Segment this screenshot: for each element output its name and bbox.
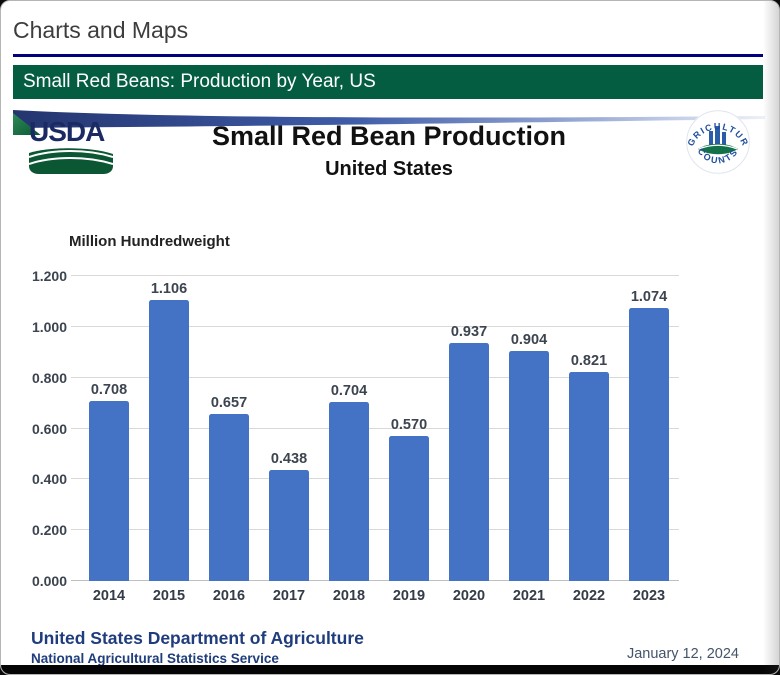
plot-area: 0.708 1.106 0.657 0.438 0.704 0.570 0.937 0.904… <box>71 275 679 581</box>
y-tick-label: 0.000 <box>31 573 67 589</box>
footer-date: January 12, 2024 <box>626 646 739 662</box>
gridline <box>71 376 679 378</box>
y-tick-label: 0.600 <box>31 420 67 437</box>
banner-swoosh-graphic <box>13 110 765 135</box>
x-axis-labels: 2014 2015 2016 2017 2018 2019 2020 2021 2022 2023 <box>79 588 679 604</box>
bar-slot: 0.904 <box>499 276 559 581</box>
bottom-black-strip <box>1 665 779 674</box>
usda-logo-text: USDA <box>29 116 105 147</box>
x-tick-label: 2015 <box>152 588 186 604</box>
gridline <box>71 478 679 480</box>
bar-value-label: 1.106 <box>150 280 188 297</box>
usda-logo: USDA <box>29 116 119 174</box>
agriculture-counts-logo: AGRICULTURE COUNTS <box>685 109 750 174</box>
page-title: Charts and Maps <box>13 17 189 43</box>
y-axis-title: Million Hundredweight <box>69 233 230 250</box>
footer: United States Department of Agriculture … <box>31 628 739 666</box>
x-tick-label: 2021 <box>512 588 546 604</box>
footer-agency: National Agricultural Statistics Service <box>31 651 279 666</box>
x-tick-label: 2017 <box>272 588 306 604</box>
bar-value-label: 0.657 <box>210 395 248 412</box>
bar-slot: 0.821 <box>559 276 619 581</box>
bar-2023 <box>629 308 669 581</box>
chart-subtitle: United States <box>325 158 453 180</box>
bar-value-label: 0.704 <box>330 383 368 400</box>
bar-slot: 0.708 <box>79 276 139 581</box>
title-block: Small Red Bean Production United States <box>13 121 765 181</box>
gridline <box>71 529 679 531</box>
bar-slot: 0.438 <box>259 276 319 581</box>
bar-2018 <box>329 402 369 581</box>
y-tick-label: 0.200 <box>31 522 67 539</box>
gridline <box>71 427 679 429</box>
y-axis-ticks: 0.000 0.200 0.400 0.600 0.800 1.000 1.200 <box>23 268 79 589</box>
chart-topic-banner: Small Red Beans: Production by Year, US <box>13 65 763 99</box>
x-tick-label: 2018 <box>332 588 366 604</box>
bar-value-label: 0.904 <box>510 332 548 349</box>
x-tick-label: 2020 <box>452 588 486 604</box>
bar-value-label: 0.821 <box>570 353 608 370</box>
bar-2022 <box>569 372 609 581</box>
bar-slot: 0.704 <box>319 276 379 581</box>
footer-org-block: United States Department of Agriculture … <box>31 628 364 666</box>
bar-2016 <box>209 414 249 581</box>
footer-department: United States Department of Agriculture <box>31 628 364 648</box>
gridline <box>71 325 679 327</box>
masthead: Charts and Maps Small Red Beans: Product… <box>1 1 779 99</box>
y-tick-label: 1.200 <box>31 268 67 284</box>
chart-title: Small Red Bean Production <box>211 121 567 151</box>
usda-logo-field-graphic <box>29 148 113 174</box>
bar-value-label: 1.074 <box>630 289 668 306</box>
bar-slot: 0.937 <box>439 276 499 581</box>
gridline <box>71 580 679 581</box>
bar-slot: 0.570 <box>379 276 439 581</box>
bar-2015 <box>149 299 189 581</box>
navy-divider <box>13 54 763 57</box>
bar-value-label: 0.937 <box>450 323 488 340</box>
y-tick-label: 1.000 <box>31 318 67 335</box>
bar-slot: 1.074 <box>619 276 679 581</box>
bar-value-label: 0.570 <box>390 417 428 434</box>
bar-slot: 1.106 <box>139 276 199 581</box>
bar-2021 <box>509 351 549 581</box>
bar-chart: 0.000 0.200 0.400 0.600 0.800 1.000 1.200 0.70… <box>23 268 765 589</box>
y-tick-label: 0.400 <box>31 471 67 488</box>
gridline <box>71 275 679 276</box>
bar-2017 <box>269 469 309 581</box>
x-tick-label: 2019 <box>392 588 426 604</box>
bar-2014 <box>89 401 129 581</box>
y-tick-label: 0.800 <box>31 369 67 386</box>
x-tick-label: 2016 <box>212 588 246 604</box>
x-tick-label: 2022 <box>572 588 606 604</box>
chart-card: USDA Small Red Bean Production United St… <box>13 107 765 604</box>
bar-value-label: 0.438 <box>270 450 308 467</box>
x-tick-label: 2014 <box>92 588 126 604</box>
bar-2020 <box>449 342 489 581</box>
bar-slot: 0.657 <box>199 276 259 581</box>
chart-header: USDA Small Red Bean Production United St… <box>13 107 765 219</box>
bars-row: 0.708 1.106 0.657 0.438 0.704 0.570 0.937 0.904… <box>79 276 679 581</box>
x-tick-label: 2023 <box>632 588 666 604</box>
bar-value-label: 0.708 <box>90 382 128 399</box>
bar-2019 <box>389 436 429 581</box>
